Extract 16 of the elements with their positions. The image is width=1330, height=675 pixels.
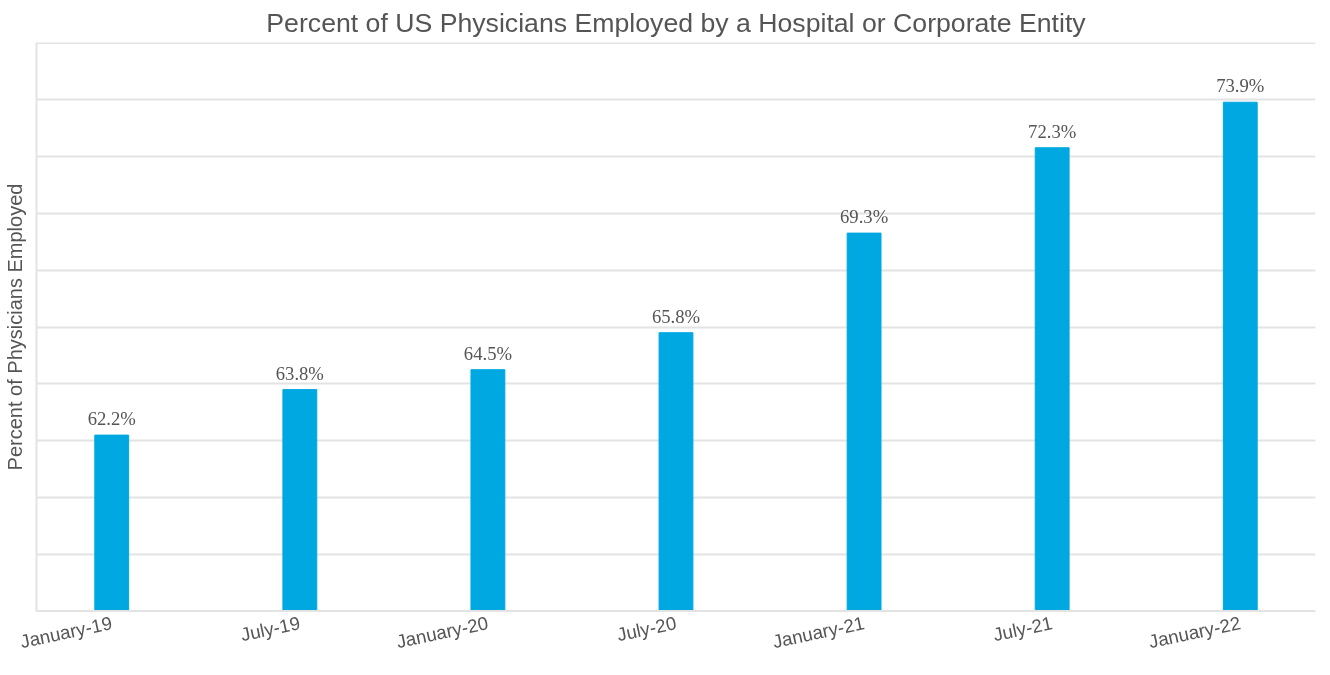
data-label: 72.3% bbox=[1028, 120, 1077, 142]
y-axis-title: Percent of Physicians Employed bbox=[3, 183, 26, 471]
chart-title: Percent of US Physicians Employed by a Hospital or Corporate Entity bbox=[266, 7, 1087, 38]
x-tick-label: July-19 bbox=[238, 612, 303, 646]
x-tick-label: July-20 bbox=[614, 612, 679, 646]
data-label: 62.2% bbox=[87, 408, 136, 430]
data-label: 63.8% bbox=[275, 362, 324, 384]
data-label: 69.3% bbox=[839, 206, 889, 228]
x-tick-label: January-20 bbox=[394, 612, 491, 653]
data-label: 65.8% bbox=[651, 305, 701, 327]
x-tick-label: January-19 bbox=[18, 612, 114, 653]
x-tick-label: July-21 bbox=[991, 612, 1055, 646]
x-tick-label: January-22 bbox=[1146, 612, 1243, 653]
x-tick-label: January-21 bbox=[770, 612, 867, 653]
data-label: 64.5% bbox=[463, 342, 513, 364]
data-label: 73.9% bbox=[1216, 75, 1265, 97]
